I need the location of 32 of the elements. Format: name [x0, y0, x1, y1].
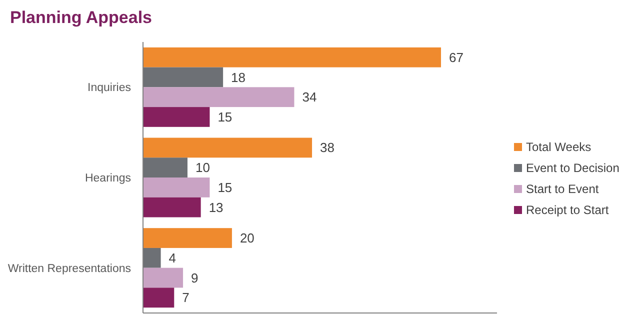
- data-label: 38: [320, 140, 334, 156]
- bar: [143, 288, 174, 308]
- chart-title: Planning Appeals: [10, 8, 152, 27]
- data-label: 9: [191, 270, 198, 286]
- data-label: 18: [231, 70, 246, 85]
- data-label: 7: [182, 290, 190, 306]
- data-label: 34: [302, 90, 317, 105]
- data-label: 4: [168, 250, 176, 266]
- bar: [143, 178, 210, 198]
- data-label: 13: [208, 200, 224, 215]
- bar: [143, 228, 232, 248]
- data-label: 20: [240, 230, 254, 246]
- bar: [143, 87, 294, 108]
- data-label: 67: [449, 50, 464, 65]
- legend-label: Event to Decision: [526, 161, 620, 176]
- bar: [143, 268, 184, 288]
- bar: [143, 158, 188, 178]
- y-tick-label: Hearings: [84, 172, 132, 185]
- legend-label: Start to Event: [526, 182, 600, 196]
- y-tick-label: Written Representations: [8, 262, 132, 275]
- legend-label: Total Weeks: [526, 140, 592, 154]
- bar: [143, 248, 161, 268]
- bar: [143, 197, 201, 218]
- data-label: 10: [195, 160, 210, 176]
- bar: [143, 47, 441, 68]
- data-label: 15: [218, 110, 232, 125]
- y-tick-label: Inquiries: [88, 82, 132, 94]
- bar: [143, 67, 224, 88]
- bar: [143, 138, 312, 158]
- bar: [143, 107, 210, 127]
- legend-label: Receipt to Start: [526, 203, 610, 218]
- data-label: 15: [218, 180, 232, 195]
